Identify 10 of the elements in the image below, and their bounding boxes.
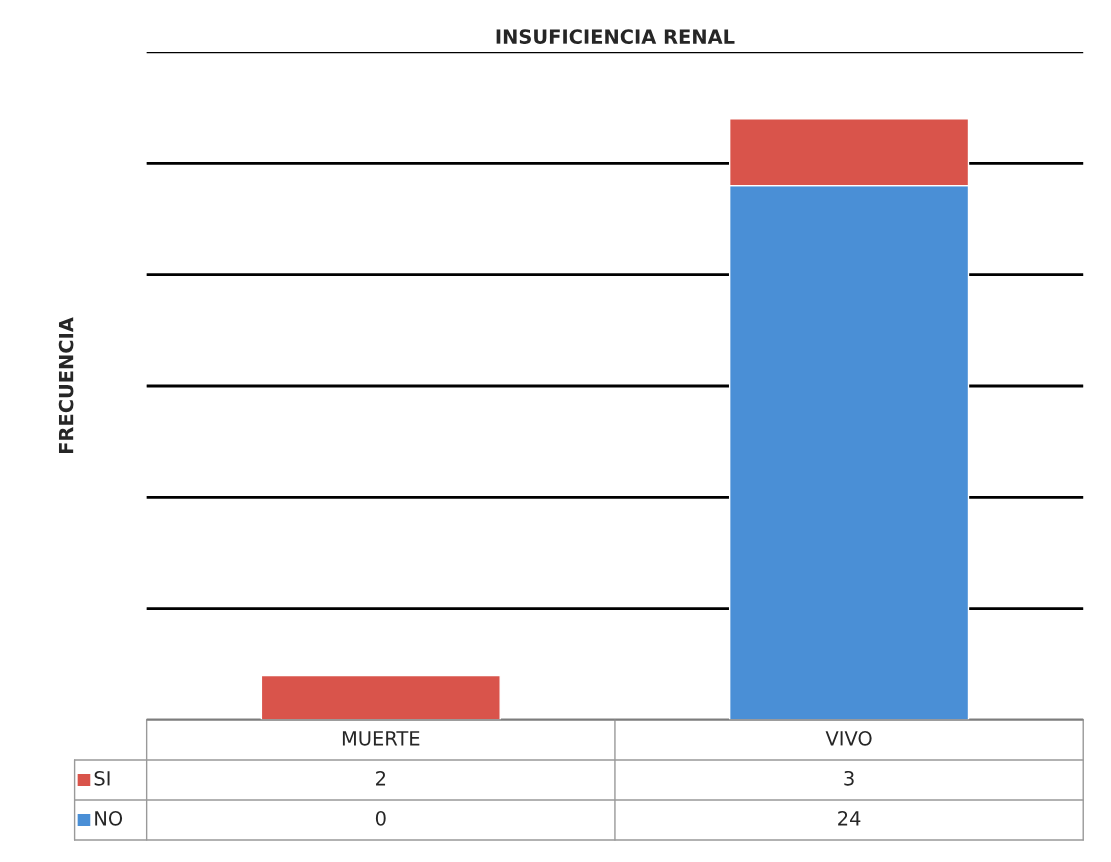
x-tick-label: MUERTE [342,731,420,746]
chart-title: INSUFICIENCIA RENAL [496,29,735,44]
legend-label: NO [95,810,123,826]
legend-label: SI [94,770,110,786]
data-label: 2 [376,770,386,786]
y-axis-title: FRECUENCIA [58,317,74,454]
data-label: 24 [838,810,861,826]
data-label: 0 [375,810,386,826]
x-tick-label: VIVO [825,730,872,746]
data-label: 3 [844,770,854,786]
